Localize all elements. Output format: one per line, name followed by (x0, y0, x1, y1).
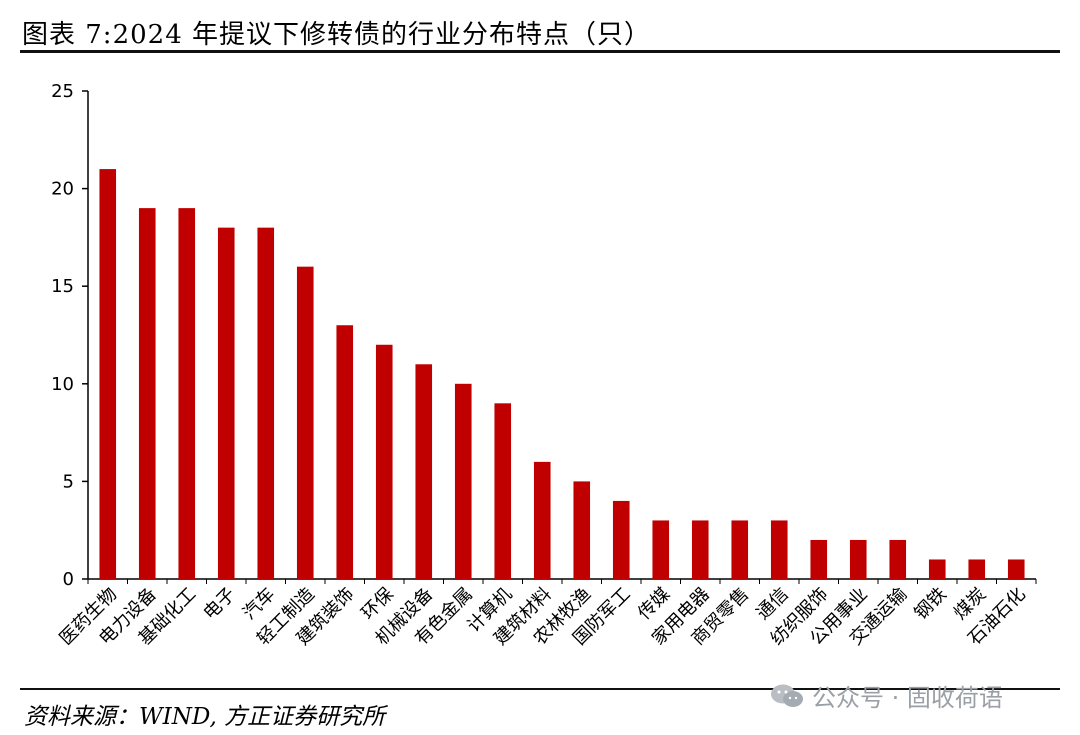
bar (612, 500, 630, 579)
watermark: 公众号 · 固收荷语 (770, 678, 1003, 713)
bar (257, 227, 275, 579)
bar (691, 520, 709, 579)
y-tick-label: 20 (51, 179, 74, 200)
bar (968, 559, 986, 579)
bar (731, 520, 749, 579)
x-category-label: 电子 (199, 584, 239, 624)
bar (178, 208, 196, 579)
y-tick-label: 5 (63, 471, 74, 492)
bar (533, 461, 551, 579)
bar (375, 344, 393, 579)
bar (415, 364, 433, 579)
bar (494, 403, 512, 579)
bar (99, 169, 117, 579)
bar (652, 520, 670, 579)
bar (928, 559, 946, 579)
bar (217, 227, 235, 579)
bar (573, 481, 591, 579)
bar (296, 266, 314, 579)
bar (336, 325, 354, 579)
wechat-icon (771, 684, 803, 707)
source-note: 资料来源：WIND, 方正证券研究所 (24, 704, 386, 730)
y-tick-label: 10 (51, 374, 74, 395)
bar (138, 208, 156, 579)
bar (770, 520, 788, 579)
y-tick-label: 15 (51, 276, 74, 297)
bar (849, 539, 867, 579)
y-tick-label: 25 (51, 81, 74, 102)
bar (889, 539, 907, 579)
bar (1007, 559, 1025, 579)
x-category-label: 钢铁 (910, 584, 950, 624)
watermark-text: 公众号 · 固收荷语 (812, 684, 1003, 712)
title-divider (20, 50, 1060, 53)
y-tick-label: 0 (63, 569, 74, 590)
source-divider (20, 688, 1060, 690)
bar (810, 539, 828, 579)
chart-title: 图表 7:2024 年提议下修转债的行业分布特点（只） (22, 20, 651, 50)
bar (454, 383, 472, 579)
